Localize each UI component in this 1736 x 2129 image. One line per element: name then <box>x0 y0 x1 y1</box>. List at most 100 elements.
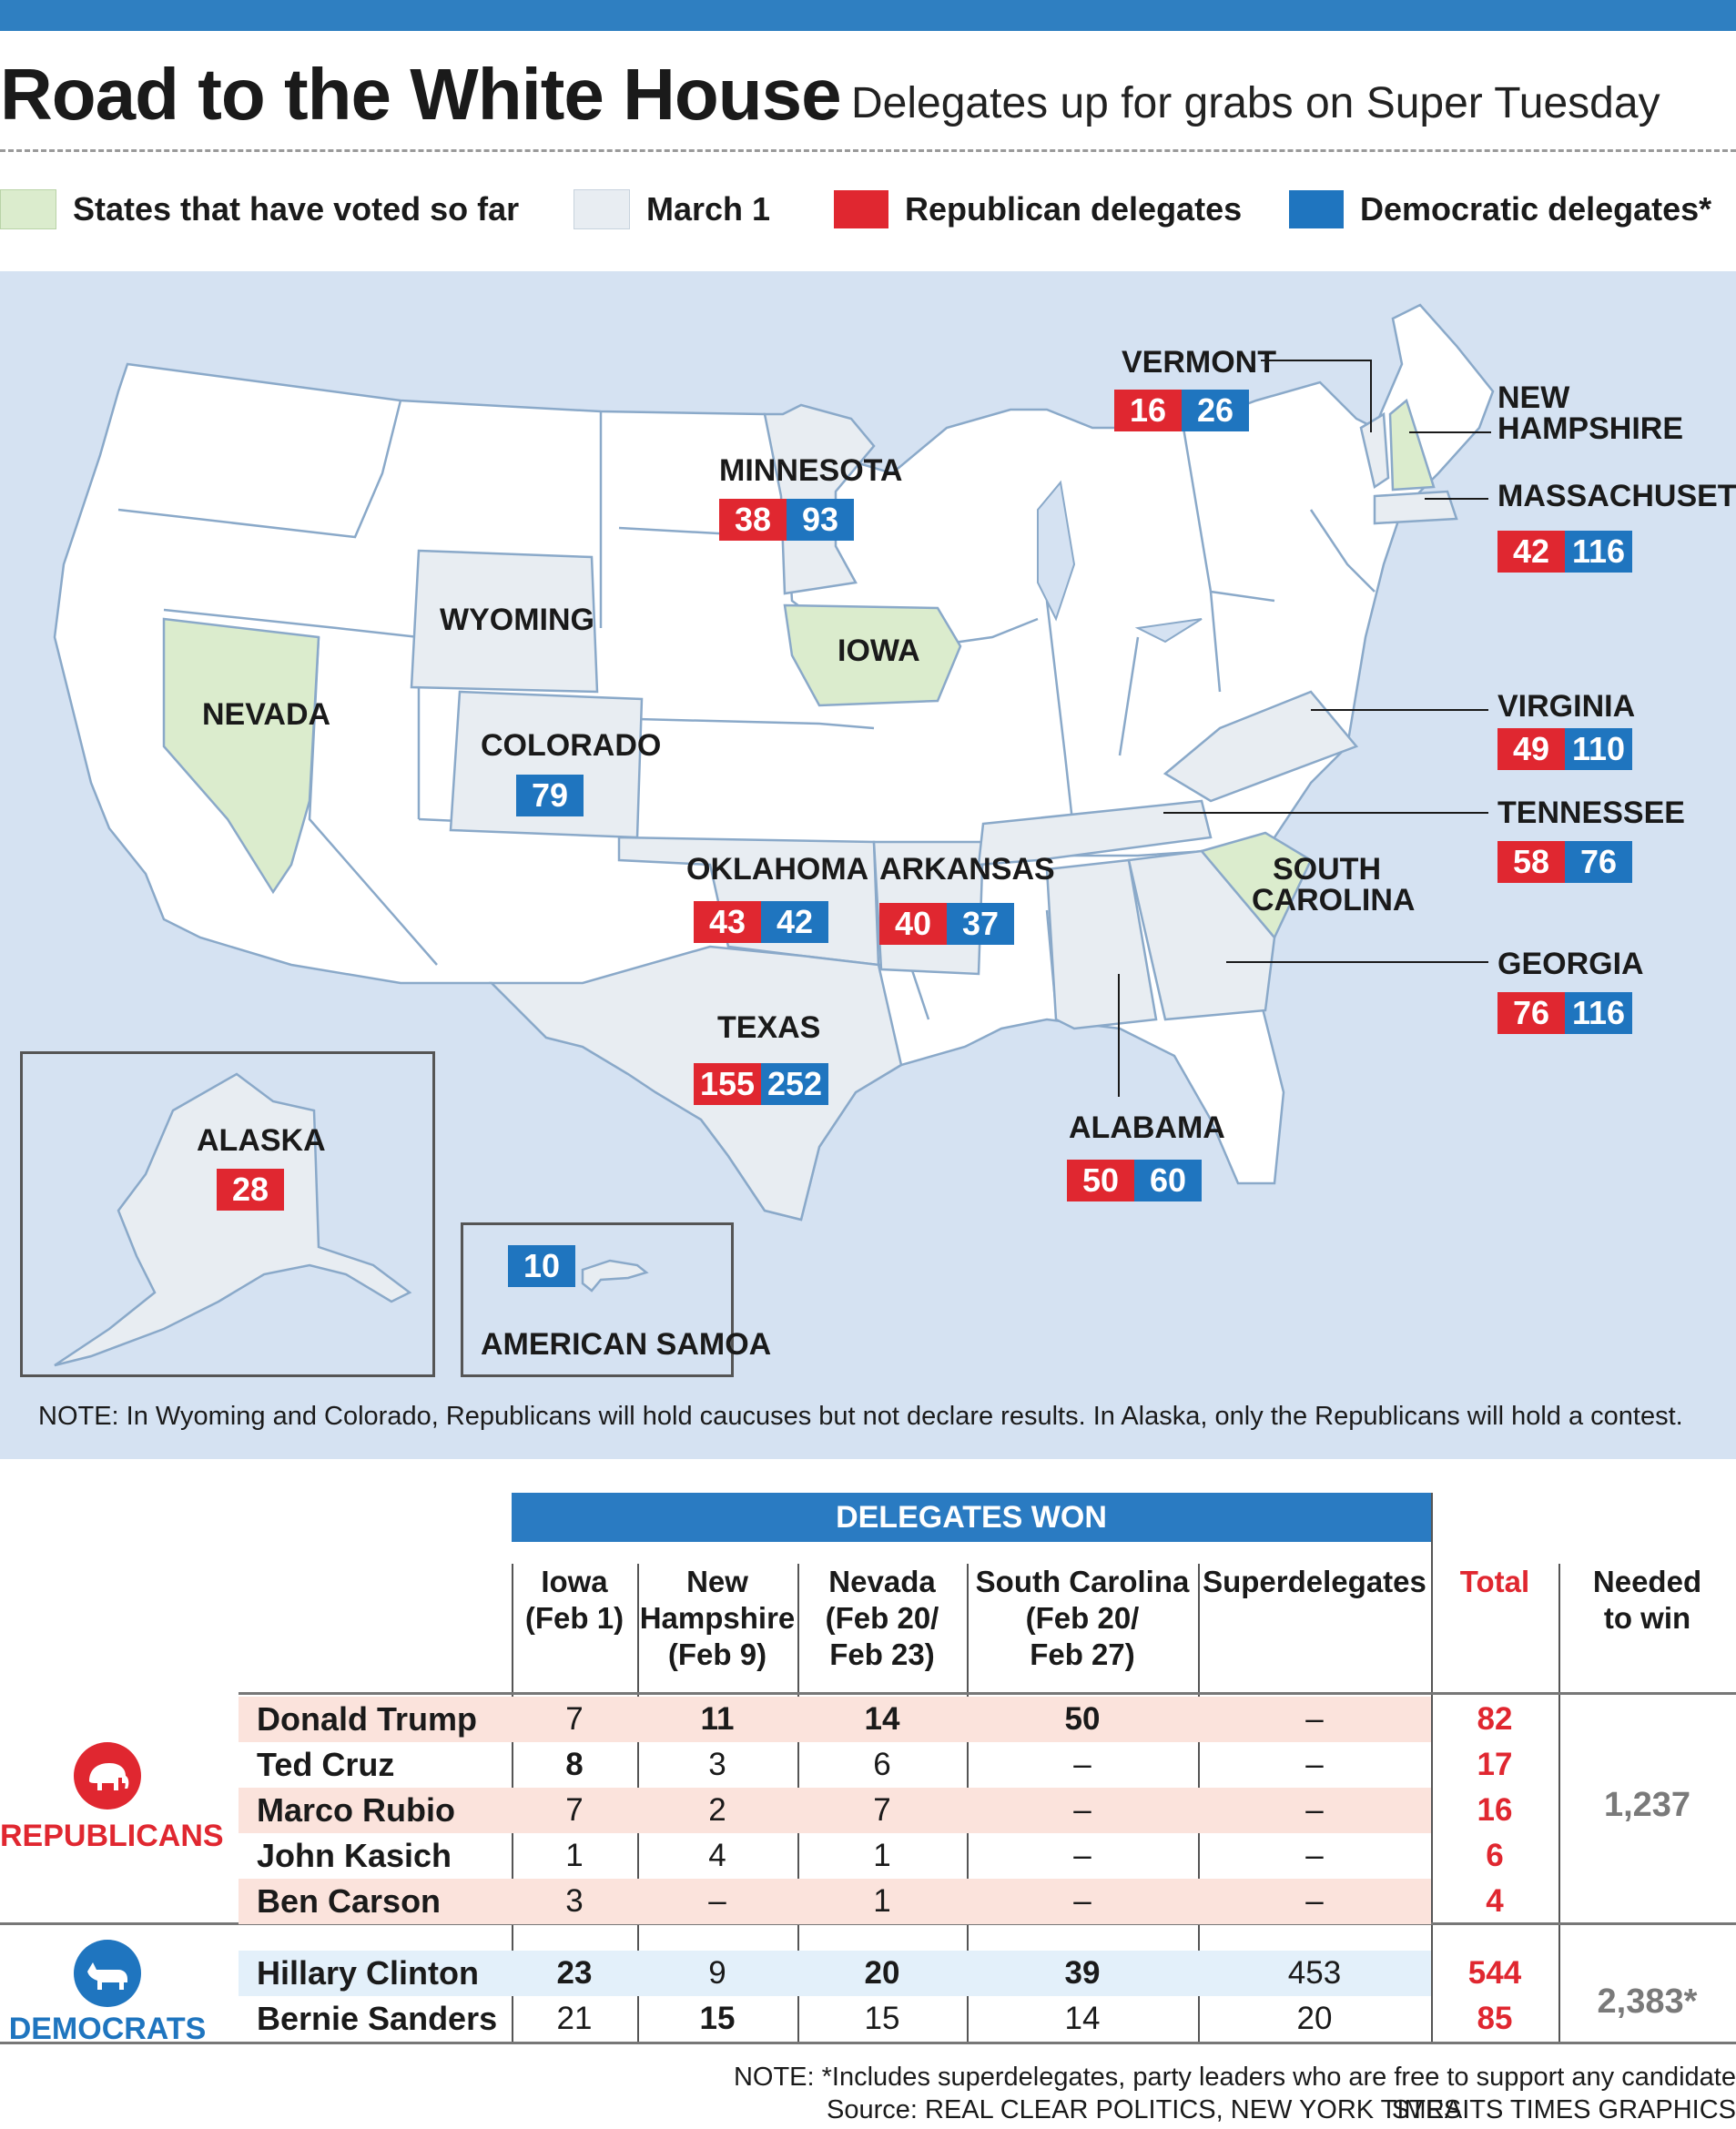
delegate-count: – <box>1305 1701 1324 1737</box>
delegate-count: 50 <box>1064 1701 1101 1737</box>
delegates-alaska: 28 <box>217 1169 284 1211</box>
leader-tennessee <box>1163 812 1488 814</box>
delegate-count: – <box>1305 1747 1324 1782</box>
source-line: Source: REAL CLEAR POLITICS, NEW YORK TI… <box>827 2095 1462 2124</box>
label-minnesota: MINNESOTA <box>719 453 903 488</box>
leader-massachusetts <box>1425 498 1488 500</box>
democrats-needed: 2,383* <box>1597 1982 1698 2021</box>
delegates-virginia: 49 110 <box>1497 728 1632 770</box>
delegates-american-samoa: 10 <box>508 1245 575 1287</box>
col-header-nevada: Nevada (Feb 20/Feb 23) <box>825 1565 939 1671</box>
label-tennessee: TENNESSEE <box>1497 796 1685 830</box>
legend-democratic: Democratic delegates* <box>1289 187 1711 232</box>
delegate-count: 1 <box>873 1883 891 1919</box>
legend-republican: Republican delegates <box>834 187 1242 232</box>
delegate-count: 7 <box>873 1792 891 1828</box>
state-south-carolina <box>1199 831 1313 940</box>
delegates-tennessee: 58 76 <box>1497 841 1632 883</box>
label-wyoming: WYOMING <box>440 603 594 637</box>
delegate-count: 20 <box>864 1955 900 1991</box>
legend-voted-swatch <box>0 189 56 229</box>
legend-republican-label: Republican delegates <box>905 190 1243 228</box>
dem-count-massachusetts: 116 <box>1565 531 1632 573</box>
dem-count-alabama: 60 <box>1134 1160 1202 1201</box>
state-nevada <box>162 617 320 895</box>
page-title: Road to the White House <box>0 54 842 135</box>
footnote: NOTE: *Includes superdelegates, party le… <box>733 2063 1736 2092</box>
legend-democratic-swatch <box>1289 190 1344 228</box>
delegate-count: 20 <box>1296 2001 1333 2036</box>
candidate-name: Donald Trump <box>257 1700 477 1738</box>
delegate-total: 17 <box>1477 1747 1513 1782</box>
delegate-count: 453 <box>1287 1955 1342 1991</box>
dem-count-texas: 252 <box>761 1063 828 1105</box>
legend-voted-label: States that have voted so far <box>73 190 520 228</box>
table-row: Ben Carson 3 – 1 – – 4 <box>239 1879 1504 1924</box>
great-lakes <box>1037 480 1076 622</box>
donkey-icon <box>74 1940 141 2007</box>
delegates-won-header: DELEGATES WON <box>512 1493 1431 1542</box>
delegate-count: 1 <box>565 1838 584 1873</box>
delegate-count: 21 <box>556 2001 593 2036</box>
rep-count-texas: 155 <box>694 1063 761 1105</box>
delegates-minnesota: 38 93 <box>719 499 854 541</box>
label-south-carolina-1: SOUTH <box>1273 852 1381 887</box>
label-american-samoa: AMERICAN SAMOA <box>481 1327 772 1362</box>
rep-count-minnesota: 38 <box>719 499 787 541</box>
label-alaska: ALASKA <box>197 1123 326 1158</box>
legend-republican-swatch <box>834 190 888 228</box>
map-note: NOTE: In Wyoming and Colorado, Republica… <box>38 1402 1683 1431</box>
leader-vermont <box>1261 360 1370 361</box>
delegates-colorado: 79 <box>516 775 584 816</box>
dem-count-colorado: 79 <box>516 775 584 816</box>
delegate-count: 6 <box>873 1747 891 1782</box>
legend-democratic-label: Democratic delegates* <box>1360 190 1712 228</box>
candidate-name: Ben Carson <box>257 1882 442 1920</box>
delegate-total: 544 <box>1467 1955 1522 1991</box>
alaska-inset-frame <box>20 1051 435 1377</box>
table-row: John Kasich 1 4 1 – – 6 <box>239 1833 1504 1879</box>
label-nevada: NEVADA <box>202 697 331 732</box>
col-header-superdelegates: Superdelegates <box>1203 1565 1426 1598</box>
candidate-name: Bernie Sanders <box>257 2000 498 2037</box>
col-header-iowa: Iowa (Feb 1) <box>524 1565 624 1635</box>
alaska-shape <box>54 1072 412 1367</box>
state-alabama <box>1045 858 1158 1030</box>
delegate-count: 14 <box>1064 2001 1101 2036</box>
delegate-count: 7 <box>565 1701 584 1737</box>
dem-count-virginia: 110 <box>1565 728 1632 770</box>
democrats-label: DEMOCRATS <box>8 2012 207 2046</box>
state-vermont <box>1359 411 1390 490</box>
republicans-label: REPUBLICANS <box>0 1819 224 1853</box>
leader-georgia <box>1226 961 1488 963</box>
delegate-count: – <box>1073 1792 1091 1828</box>
delegate-count: 15 <box>699 2001 736 2036</box>
dem-count-oklahoma: 42 <box>761 901 828 943</box>
candidate-name: John Kasich <box>257 1837 452 1874</box>
delegate-count: 39 <box>1064 1955 1101 1991</box>
state-massachusetts <box>1373 490 1458 525</box>
rep-count-virginia: 49 <box>1497 728 1565 770</box>
candidate-name: Ted Cruz <box>257 1746 395 1783</box>
delegate-count: – <box>1073 1838 1091 1873</box>
state-georgia <box>1127 849 1276 1021</box>
dem-count-american-samoa: 10 <box>508 1245 575 1287</box>
delegate-total: 4 <box>1486 1883 1504 1919</box>
delegate-count: 15 <box>864 2001 900 2036</box>
table-row: Ted Cruz 8 3 6 – – 17 <box>239 1742 1512 1788</box>
delegate-count: – <box>1305 1838 1324 1873</box>
delegates-texas: 155 252 <box>694 1063 828 1105</box>
dem-count-tennessee: 76 <box>1565 841 1632 883</box>
col-header-needed: Needed to win <box>1592 1565 1702 1635</box>
legend-march1-swatch <box>574 189 630 229</box>
state-new-hampshire <box>1388 398 1436 492</box>
label-texas: TEXAS <box>717 1010 821 1045</box>
american-samoa-inset-frame <box>461 1222 734 1377</box>
rep-count-alaska: 28 <box>217 1169 284 1211</box>
delegate-count: 3 <box>565 1883 584 1919</box>
col-header-total: Total <box>1459 1565 1530 1598</box>
republicans-needed: 1,237 <box>1603 1786 1691 1824</box>
label-colorado: COLORADO <box>481 728 662 763</box>
dem-count-minnesota: 93 <box>787 499 854 541</box>
delegate-count: – <box>1073 1883 1091 1919</box>
